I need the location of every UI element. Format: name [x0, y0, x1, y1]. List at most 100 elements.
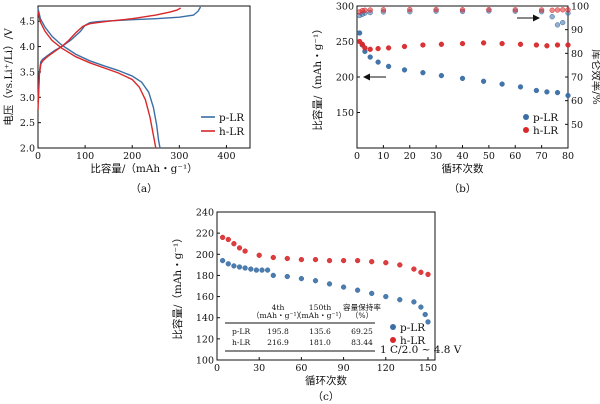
data-point-p-LR: [340, 284, 347, 290]
y-tick-label: 220: [196, 229, 214, 240]
data-point-h-LR-right: [560, 7, 566, 13]
x-tick-label: 60: [509, 151, 521, 162]
x-tick-label: 150: [419, 363, 437, 374]
x-tick-label: 100: [76, 151, 94, 162]
table-cell: p-LR: [232, 327, 250, 336]
data-point-p-LR: [284, 273, 290, 280]
y-tick-label: 180: [196, 271, 214, 282]
plot-frame: [37, 5, 251, 149]
table-cell: 135.6: [309, 327, 331, 336]
data-point-h-LR-left: [362, 45, 368, 51]
data-point-h-LR: [354, 257, 361, 264]
table-cell: 83.44: [351, 338, 373, 347]
y-tick-label: 120: [196, 334, 214, 345]
data-point-h-LR-left: [459, 40, 466, 47]
data-point-p-LR: [369, 290, 375, 297]
data-point-p-LR-left: [375, 59, 381, 65]
data-point-p-LR-right: [554, 22, 561, 28]
legend-label-h-LR: h-LR: [400, 335, 426, 347]
data-point-h-LR-left: [480, 40, 487, 46]
data-point-h-LR: [270, 254, 276, 261]
data-point-p-LR: [264, 267, 271, 273]
data-point-h-LR: [312, 256, 319, 263]
data-point-h-LR-left: [401, 43, 408, 50]
data-point-h-LR-left: [499, 40, 505, 47]
legend-marker-p-LR: [390, 324, 396, 330]
data-point-h-LR-right: [538, 7, 545, 13]
data-point-h-LR-left: [367, 46, 373, 52]
data-point-h-LR-right: [362, 7, 368, 13]
data-point-h-LR-left: [359, 41, 365, 47]
table-header-cell: （mAh・g⁻¹）: [252, 311, 304, 320]
data-point-h-LR-left: [544, 43, 550, 49]
data-point-p-LR-left: [356, 30, 363, 36]
y-tick-label: 2.5: [20, 118, 35, 129]
data-point-h-LR: [369, 259, 375, 265]
data-point-p-LR-right: [549, 14, 555, 20]
data-point-h-LR: [242, 248, 248, 254]
data-point-p-LR: [411, 299, 417, 305]
x-axis-label: 比容量/（mAh・g⁻¹）: [90, 162, 197, 175]
y-tick-label: 3.0: [20, 93, 35, 104]
legend-label-p-LR: p-LR: [400, 322, 426, 334]
y-right-tick-label: 80: [571, 49, 583, 60]
panel-a: 0 100 200 300 400 2.0 2.5 3.0 3.5 4.0 4.5 比容量/（mAh・…: [2, 5, 251, 195]
data-point-h-LR-right: [565, 7, 571, 13]
data-point-p-LR: [270, 272, 276, 279]
data-point-h-LR: [411, 266, 417, 272]
table-header-cell: （mAh・g⁻¹）: [294, 311, 346, 320]
data-point-p-LR: [418, 304, 424, 310]
x-tick-label: 300: [170, 151, 188, 162]
data-point-h-LR-right: [433, 6, 439, 13]
data-point-p-LR-left: [499, 81, 505, 87]
data-point-h-LR: [284, 255, 290, 262]
x-tick-label: 0: [214, 363, 220, 374]
data-point-p-LR-left: [385, 63, 392, 70]
data-point-p-LR: [231, 263, 237, 269]
data-point-h-LR: [425, 271, 431, 278]
data-point-h-LR-left: [554, 42, 561, 48]
data-point-h-LR-right: [549, 7, 555, 13]
data-point-p-LR-left: [480, 78, 487, 84]
x-tick-label: 0: [35, 151, 41, 162]
table-cell: 69.25: [351, 327, 373, 336]
condition-annotation: 1 C/2.0 ~ 4.8 V: [380, 344, 462, 356]
y-tick-label: 250: [336, 37, 354, 48]
panel-b: 0 10 20 30 40 50 60 70 80 150 200 250 300 50 60 70 80 90 1…: [311, 2, 600, 196]
series-line-p-LR-discharge: [37, 8, 161, 149]
legend-marker-h-LR: [523, 127, 529, 133]
data-point-p-LR-right: [560, 19, 566, 26]
data-point-h-LR-left: [517, 41, 524, 47]
data-point-h-LR-right: [380, 7, 387, 13]
data-point-h-LR-left: [375, 45, 381, 52]
data-point-h-LR-right: [407, 6, 413, 13]
data-point-h-LR-left: [533, 42, 540, 48]
data-point-p-LR-left: [554, 89, 561, 96]
data-point-p-LR: [312, 278, 319, 284]
y-axis-label: 比容量/（mAh・g⁻¹）: [171, 232, 184, 339]
x-axis-label: 循环次数: [305, 374, 347, 387]
arrow-right-axis-head: [533, 14, 540, 22]
y-right-tick-label: 60: [571, 96, 583, 107]
data-point-h-LR: [219, 234, 226, 241]
y-axis-label: 电压（vs.Li⁺/Li）/V: [2, 28, 15, 126]
table-cell: h-LR: [232, 338, 250, 347]
y-tick-label: 160: [196, 292, 214, 303]
data-point-p-LR: [219, 257, 226, 264]
data-point-h-LR-left: [385, 45, 392, 51]
data-point-p-LR-left: [533, 87, 540, 94]
y-tick-label: 200: [196, 250, 214, 261]
x-tick-label: 90: [338, 363, 350, 374]
legend-marker-h-LR: [390, 337, 396, 343]
data-point-p-LR: [248, 266, 254, 272]
x-tick-label: 20: [404, 151, 416, 162]
y-right-axis-label: 库仑效率/%: [590, 49, 600, 105]
x-tick-label: 50: [483, 151, 495, 162]
data-point-h-LR: [298, 256, 305, 263]
panel-caption: （b）: [449, 183, 477, 195]
y-tick-label: 4.5: [20, 17, 35, 28]
x-tick-label: 200: [123, 151, 141, 162]
data-point-p-LR-left: [517, 84, 524, 90]
y-tick-label: 240: [196, 208, 214, 219]
y-tick-label: 150: [336, 108, 354, 119]
